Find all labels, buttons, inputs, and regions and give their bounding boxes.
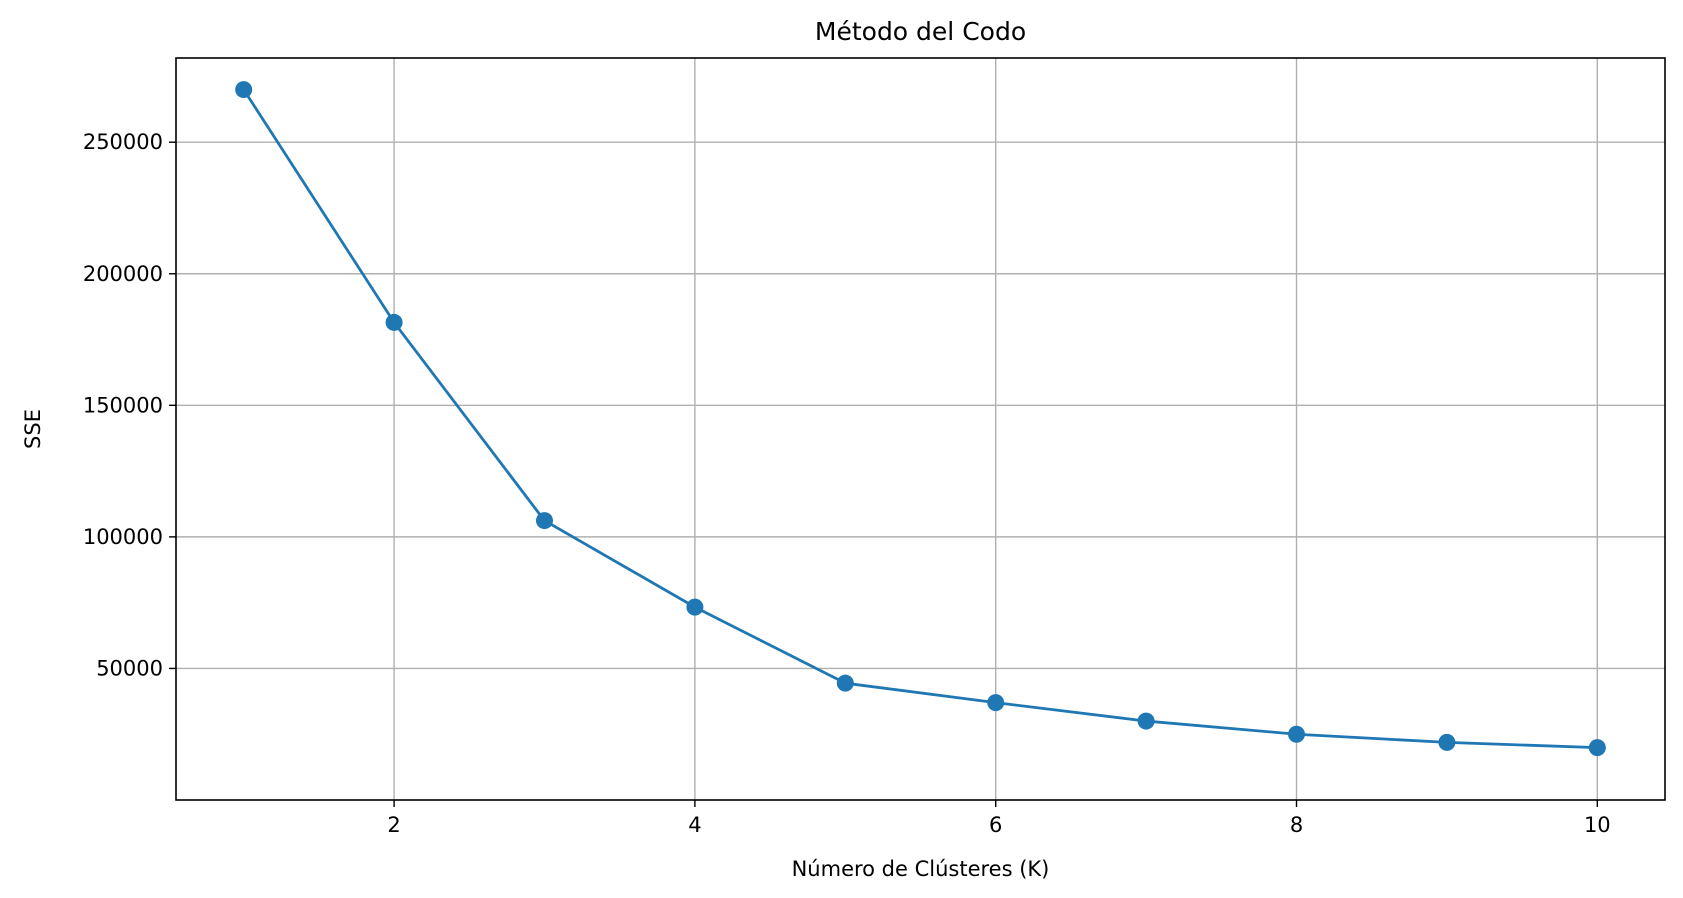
y-tick-label: 150000 [83,393,163,417]
x-tick-label: 10 [1584,813,1611,837]
data-point [836,674,854,692]
data-point [535,512,553,530]
data-point [1288,725,1306,743]
y-axis-title: SSE [21,409,45,449]
ticks: 2 4 6 8 10 50000 100000 150000 200000 250000 [83,130,1611,837]
y-tick-label: 250000 [83,130,163,154]
grid [176,58,1665,800]
y-tick-label: 50000 [96,656,163,680]
x-tick-label: 8 [1290,813,1303,837]
data-point [235,81,253,99]
x-tick-label: 4 [688,813,701,837]
x-tick-label: 2 [387,813,400,837]
plot-frame [175,57,1666,801]
x-tick-label: 6 [989,813,1002,837]
data-point [1137,712,1155,730]
data-point [686,598,704,616]
data-series [235,81,1606,757]
y-tick-label: 200000 [83,262,163,286]
data-point [987,694,1005,712]
data-point [1438,733,1456,751]
data-point [385,313,403,331]
data-point [1588,739,1606,757]
y-tick-label: 100000 [83,525,163,549]
x-axis-title: Número de Clústeres (K) [792,857,1050,881]
series-line [242,88,1598,750]
chart-title: Método del Codo [815,17,1026,46]
